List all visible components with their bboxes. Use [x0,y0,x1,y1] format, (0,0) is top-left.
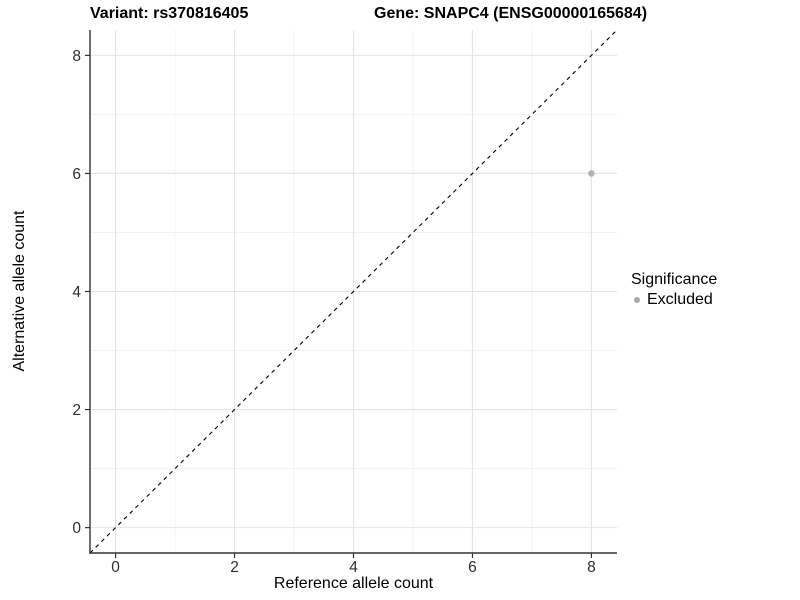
x-tick-label: 8 [587,559,596,576]
legend-item-excluded: Excluded [631,291,717,309]
plot-title-variant: Variant: rs370816405 [90,5,249,22]
y-tick-label: 6 [72,166,81,183]
x-axis-label: Reference allele count [273,575,434,592]
identity-dashed-line [89,29,618,554]
y-tick-label: 4 [72,284,81,301]
y-tick-label: 2 [72,402,81,419]
y-tick-label: 0 [72,520,81,537]
x-tick-label: 2 [230,559,239,576]
x-tick-label: 4 [349,559,358,576]
data-point [588,170,595,177]
x-tick-label: 0 [111,559,120,576]
excluded-point-icon [634,297,640,303]
legend: Significance Excluded [631,271,717,309]
y-axis-label: Alternative allele count [11,210,28,372]
legend-item-label: Excluded [647,291,713,308]
plot-title-gene: Gene: SNAPC4 (ENSG00000165684) [374,5,648,22]
x-tick-label: 6 [468,559,477,576]
legend-title: Significance [631,271,718,288]
y-tick-label: 8 [72,48,81,65]
